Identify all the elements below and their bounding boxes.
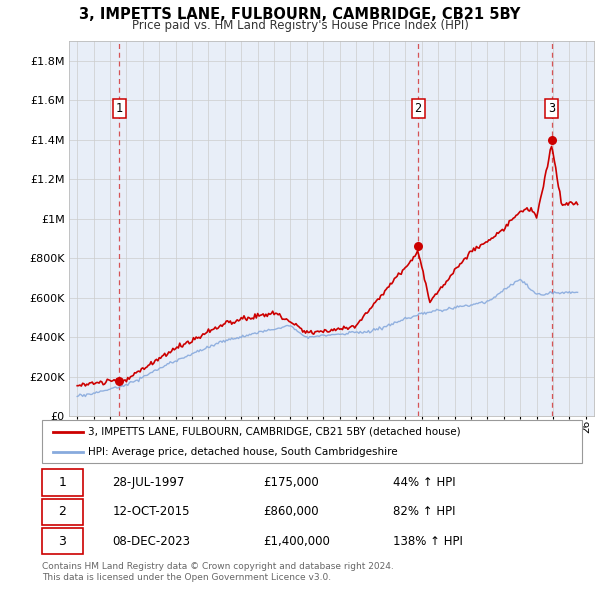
Text: 28-JUL-1997: 28-JUL-1997 [112,476,185,489]
FancyBboxPatch shape [42,469,83,496]
FancyBboxPatch shape [42,499,83,525]
Text: 138% ↑ HPI: 138% ↑ HPI [393,535,463,548]
Text: 3, IMPETTS LANE, FULBOURN, CAMBRIDGE, CB21 5BY: 3, IMPETTS LANE, FULBOURN, CAMBRIDGE, CB… [79,7,521,22]
Text: 3: 3 [58,535,66,548]
Text: 3, IMPETTS LANE, FULBOURN, CAMBRIDGE, CB21 5BY (detached house): 3, IMPETTS LANE, FULBOURN, CAMBRIDGE, CB… [88,427,461,437]
Text: 1: 1 [58,476,66,489]
Text: 2: 2 [58,505,66,519]
Text: £175,000: £175,000 [263,476,319,489]
Text: 82% ↑ HPI: 82% ↑ HPI [393,505,455,519]
Text: 1: 1 [116,102,123,115]
Text: £1,400,000: £1,400,000 [263,535,330,548]
Text: £860,000: £860,000 [263,505,319,519]
Text: 12-OCT-2015: 12-OCT-2015 [112,505,190,519]
Text: Price paid vs. HM Land Registry's House Price Index (HPI): Price paid vs. HM Land Registry's House … [131,19,469,32]
Text: 3: 3 [548,102,555,115]
Text: 08-DEC-2023: 08-DEC-2023 [112,535,190,548]
Text: 44% ↑ HPI: 44% ↑ HPI [393,476,455,489]
Text: HPI: Average price, detached house, South Cambridgeshire: HPI: Average price, detached house, Sout… [88,447,398,457]
Text: Contains HM Land Registry data © Crown copyright and database right 2024.
This d: Contains HM Land Registry data © Crown c… [42,562,394,582]
Text: 2: 2 [415,102,422,115]
FancyBboxPatch shape [42,528,83,555]
